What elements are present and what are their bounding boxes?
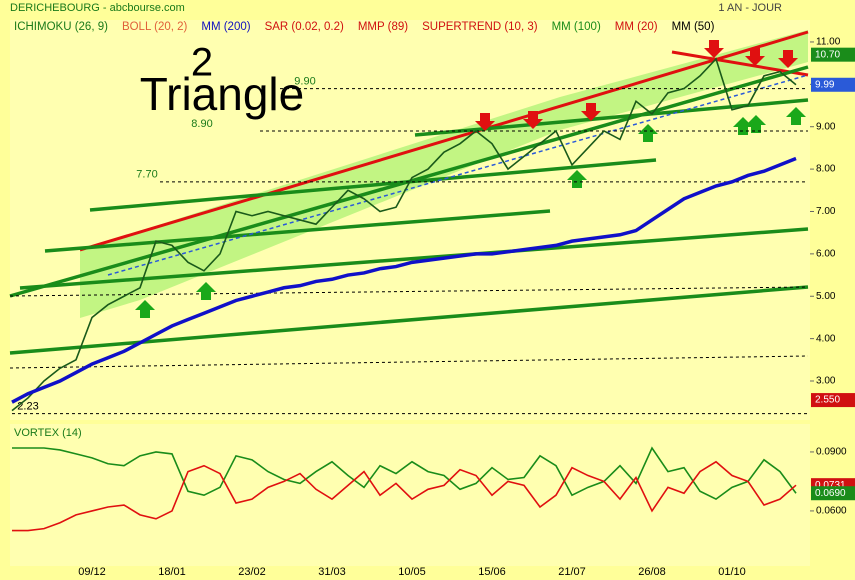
indicator-label: MM (50)	[672, 21, 715, 33]
indicator-label: MM (20)	[615, 21, 658, 33]
price-badge	[811, 486, 855, 501]
y-tick-label: 3.00	[816, 376, 836, 387]
price-badge	[811, 77, 855, 92]
x-tick-label: 09/12	[78, 566, 106, 578]
y-tick-label: 4.00	[816, 333, 836, 344]
level-label: 7.70	[136, 169, 157, 181]
y-tick-label: 0.0900	[816, 447, 847, 458]
trendline	[414, 98, 809, 137]
x-tick-label: 01/10	[718, 566, 746, 578]
annotation: Triangle	[140, 68, 304, 120]
series-line	[11, 156, 797, 404]
y-tick-label: 8.00	[816, 164, 836, 175]
price-badge-label: 0.0690	[815, 488, 846, 499]
price-badge	[811, 393, 855, 408]
indicator-label: ICHIMOKU (26, 9)	[14, 21, 108, 33]
support-line	[9, 286, 809, 297]
y-tick-label: 6.00	[816, 249, 836, 260]
indicator-label: MMP (89)	[358, 21, 408, 33]
indicator-label: BOLL (20, 2)	[122, 21, 188, 33]
period: 1 AN - JOUR	[718, 2, 782, 14]
trendline	[19, 227, 809, 290]
series-line	[12, 446, 797, 501]
chart-title: DERICHEBOURG - abcbourse.com	[10, 2, 185, 14]
indicator-label: SAR (0.02, 0.2)	[265, 21, 344, 33]
price-badge-label: 0.0731	[815, 480, 846, 491]
y-tick-label: 7.00	[816, 206, 836, 217]
level-label: 8.90	[191, 118, 212, 130]
support-line	[9, 355, 809, 369]
x-tick-label: 15/06	[478, 566, 506, 578]
trendline	[79, 30, 809, 252]
indicator-label: SUPERTREND (10, 3)	[422, 21, 538, 33]
buy-arrows	[135, 107, 806, 318]
vortex-panel	[10, 424, 810, 566]
x-tick-label: 31/03	[318, 566, 346, 578]
y-tick-label: 0.0600	[816, 506, 847, 517]
y-tick-label: 11.00	[816, 37, 841, 48]
x-tick-label: 10/05	[398, 566, 426, 578]
series-line	[11, 57, 797, 412]
sell-arrows	[475, 40, 798, 131]
price-badge-label: 9.99	[815, 79, 835, 90]
y-tick-label: 5.00	[816, 291, 836, 302]
price-badge-label: 10.70	[815, 49, 840, 60]
price-badge-label: 2.550	[815, 395, 840, 406]
y-tick-label: 9.00	[816, 121, 836, 132]
panel-title: VORTEX (14)	[14, 427, 82, 439]
x-tick-label: 26/08	[638, 566, 666, 578]
trendline	[89, 158, 657, 212]
indicator-label: MM (200)	[201, 21, 250, 33]
level-label: 9.90	[294, 75, 315, 87]
x-tick-label: 21/07	[558, 566, 586, 578]
level-label: 2.23	[17, 401, 38, 413]
price-badge	[811, 47, 855, 62]
x-tick-label: 23/02	[238, 566, 266, 578]
trendline	[671, 50, 809, 77]
trendline	[44, 209, 551, 253]
indicator-label: MM (100)	[552, 21, 601, 33]
annotation: 2	[191, 41, 213, 85]
channel-fill	[80, 30, 808, 318]
x-tick-label: 18/01	[158, 566, 186, 578]
series-line	[12, 460, 797, 532]
